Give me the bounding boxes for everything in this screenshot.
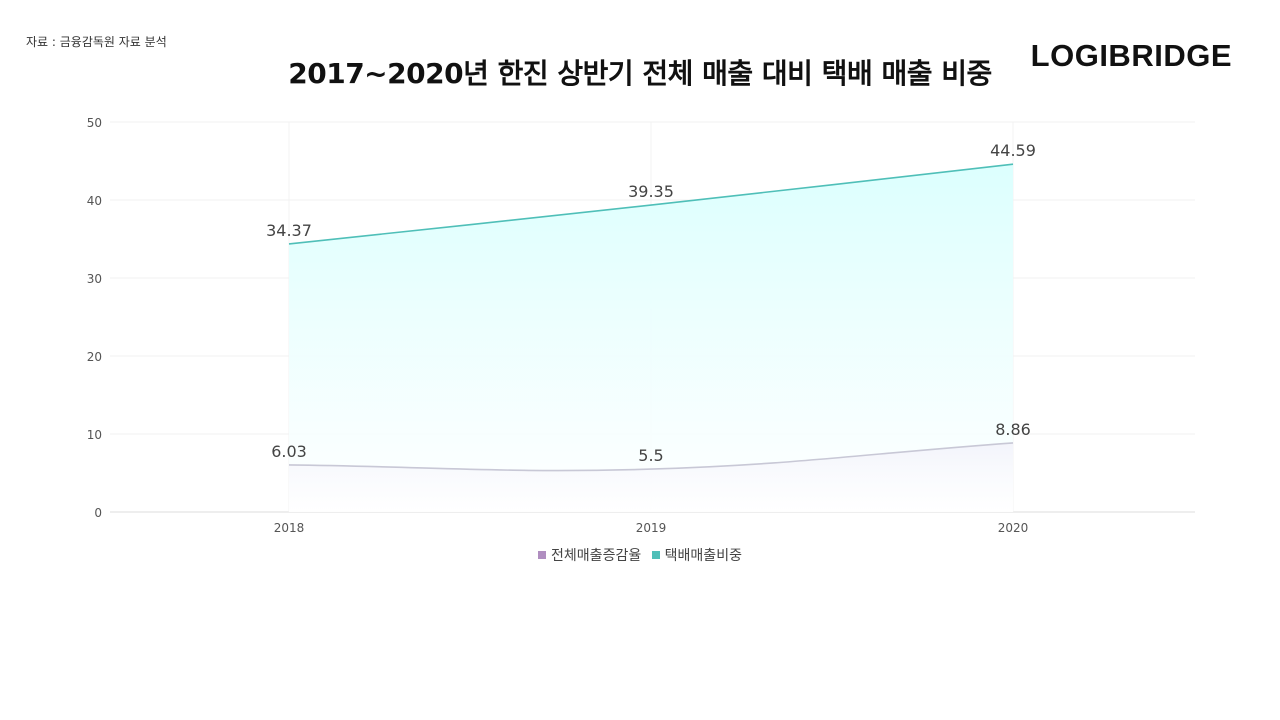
data-label: 34.37	[266, 221, 312, 240]
legend-swatch-parcel-share	[651, 551, 660, 559]
y-tick-label: 50	[87, 116, 102, 130]
legend-item-total-growth[interactable]: 전체매출증감율	[538, 545, 641, 565]
y-tick-label: 30	[87, 272, 102, 286]
x-tick-label: 2019	[636, 521, 667, 535]
data-label: 5.5	[638, 446, 663, 465]
series-line-1	[288, 163, 1014, 245]
data-label: 44.59	[990, 141, 1036, 160]
chart-title: 2017~2020년 한진 상반기 전체 매출 대비 택배 매출 비중	[288, 57, 992, 90]
legend: 전체매출증감율 택배매출비중	[0, 545, 1280, 565]
series-area-1	[289, 164, 1013, 512]
data-label: 6.03	[271, 442, 307, 461]
y-tick-label: 20	[87, 350, 102, 364]
data-label: 8.86	[995, 420, 1031, 439]
x-tick-label: 2020	[998, 521, 1029, 535]
legend-item-parcel-share[interactable]: 택배매출비중	[651, 545, 742, 565]
series-area-0	[289, 442, 1013, 512]
y-tick-label: 40	[87, 194, 102, 208]
series-line-0	[288, 442, 1014, 472]
legend-label: 전체매출증감율	[551, 548, 642, 564]
y-tick-label: 0	[94, 506, 102, 520]
legend-label: 택배매출비중	[664, 548, 742, 564]
source-note: 자료 : 금융감독원 자료 분석	[26, 35, 167, 49]
legend-swatch-total-growth	[538, 551, 547, 559]
y-tick-label: 10	[87, 428, 102, 442]
x-tick-label: 2018	[274, 521, 305, 535]
brand-logo: LOGIBRIDGE	[1030, 38, 1232, 73]
data-label: 39.35	[628, 182, 674, 201]
